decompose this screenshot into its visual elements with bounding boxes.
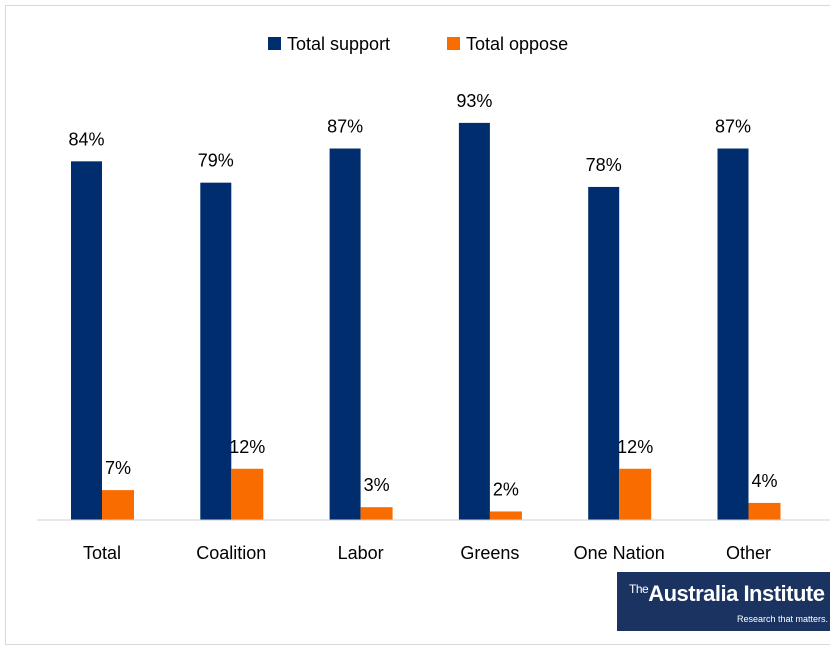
bar-oppose-1 xyxy=(231,468,264,520)
data-label-support-2: 87% xyxy=(327,117,363,137)
bar-support-1 xyxy=(200,182,232,521)
bar-support-0 xyxy=(71,161,102,520)
data-label-oppose-5: 4% xyxy=(751,471,777,491)
bar-oppose-2 xyxy=(360,507,393,520)
bar-oppose-4 xyxy=(619,468,652,520)
data-label-oppose-2: 3% xyxy=(364,475,390,495)
x-tick-label-3: Greens xyxy=(460,543,519,563)
data-label-support-5: 87% xyxy=(715,117,751,137)
x-tick-label-2: Labor xyxy=(338,543,384,563)
bar-support-4 xyxy=(588,186,620,520)
australia-institute-logo: TheAustralia Institute Research that mat… xyxy=(617,572,830,631)
bar-oppose-3 xyxy=(489,511,522,520)
legend-label-0: Total support xyxy=(287,34,390,54)
data-label-oppose-4: 12% xyxy=(617,437,653,457)
logo-tagline: Research that matters. xyxy=(737,614,829,624)
data-label-support-1: 79% xyxy=(198,151,234,171)
legend-swatch-1 xyxy=(447,37,460,50)
bar-oppose-0 xyxy=(102,490,134,520)
bar-support-3 xyxy=(458,122,490,520)
data-label-support-4: 78% xyxy=(586,155,622,175)
data-label-support-3: 93% xyxy=(456,91,492,111)
data-label-oppose-3: 2% xyxy=(493,479,519,499)
data-label-support-0: 84% xyxy=(68,129,104,149)
legend-swatch-0 xyxy=(268,37,281,50)
data-label-oppose-0: 7% xyxy=(105,458,131,478)
x-tick-label-4: One Nation xyxy=(574,543,665,563)
data-label-oppose-1: 12% xyxy=(229,437,265,457)
logo-name: Australia Institute xyxy=(648,581,825,606)
bars: 84% 7% 79% 12% 87% 3% 93% 2% 78% 12% 87% 4% xyxy=(68,91,781,521)
x-tick-label-5: Other xyxy=(726,543,771,563)
x-tick-label-1: Coalition xyxy=(196,543,266,563)
bar-oppose-5 xyxy=(748,502,781,520)
bar-chart: Total support Total oppose 84% 7% 79% 12% 87%… xyxy=(37,34,830,563)
legend: Total support Total oppose xyxy=(268,34,568,54)
logo-prefix: The xyxy=(629,582,649,596)
x-axis-tick-labels: Total Coalition Labor Greens One Nation Other xyxy=(83,543,771,563)
bar-support-2 xyxy=(329,148,361,520)
legend-label-1: Total oppose xyxy=(466,34,568,54)
bar-support-5 xyxy=(717,148,749,520)
x-tick-label-0: Total xyxy=(83,543,121,563)
